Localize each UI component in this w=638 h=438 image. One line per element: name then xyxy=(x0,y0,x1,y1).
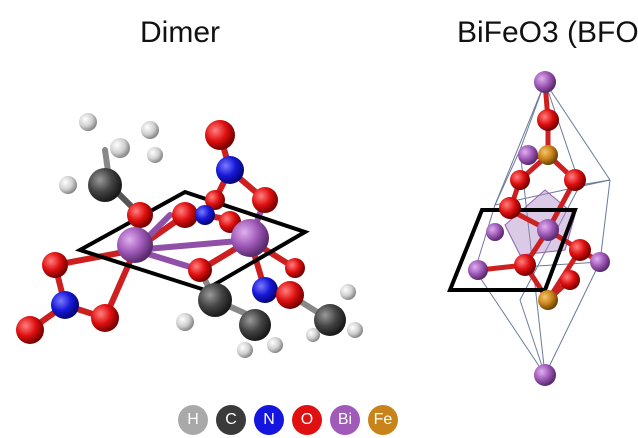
atom-o xyxy=(205,120,235,150)
atom-o xyxy=(252,187,278,213)
bfo-atoms xyxy=(468,71,610,386)
atom-bi xyxy=(486,223,504,241)
atom-bi xyxy=(534,364,556,386)
atom-n xyxy=(216,156,244,184)
atom-o xyxy=(42,252,68,278)
atom-o xyxy=(188,258,212,282)
atom-c xyxy=(314,304,346,336)
atom-h xyxy=(59,176,77,194)
atom-bi xyxy=(534,71,556,93)
atom-h xyxy=(141,121,159,139)
legend-o: O xyxy=(292,405,322,435)
atom-n xyxy=(252,277,278,303)
dimer-title: Dimer xyxy=(140,16,220,49)
atom-o xyxy=(510,170,530,190)
atom-o xyxy=(499,197,521,219)
atom-o xyxy=(514,254,536,276)
atom-o xyxy=(569,239,591,261)
atom-bi xyxy=(468,260,488,280)
atom-bi xyxy=(537,219,559,241)
atom-fe xyxy=(538,290,558,310)
atom-h xyxy=(267,337,283,353)
bfo-rhombus xyxy=(447,208,578,292)
atom-fe xyxy=(538,145,558,165)
atom-n xyxy=(195,205,215,225)
legend-c: C xyxy=(216,405,246,435)
atom-n xyxy=(51,291,79,319)
atom-c xyxy=(198,283,232,317)
atom-bi xyxy=(590,252,610,272)
atom-h xyxy=(147,147,163,163)
atom-o xyxy=(91,304,119,332)
dimer-atoms xyxy=(16,113,363,358)
legend-fe: Fe xyxy=(368,405,398,435)
atom-h xyxy=(110,138,130,158)
atom-o xyxy=(276,281,304,309)
atom-o xyxy=(560,270,580,290)
legend-n: N xyxy=(254,405,284,435)
atom-h xyxy=(237,342,253,358)
atom-bi xyxy=(117,227,153,263)
atom-o xyxy=(205,190,225,210)
atom-o xyxy=(16,316,44,344)
legend-bi: Bi xyxy=(330,405,360,435)
atom-h xyxy=(340,284,356,300)
atom-bi xyxy=(231,219,269,257)
atom-h xyxy=(306,328,320,342)
atom-o xyxy=(564,169,586,191)
legend-h: H xyxy=(178,405,208,435)
atom-o xyxy=(172,202,198,228)
atom-h xyxy=(347,322,363,338)
atom-o xyxy=(285,258,305,278)
element-legend: H C N O Bi Fe xyxy=(178,405,398,435)
atom-bi xyxy=(518,145,538,165)
bfo-title: BiFeO3 (BFO) xyxy=(457,16,638,49)
atom-o xyxy=(537,109,559,131)
atom-h xyxy=(79,113,97,131)
atom-o xyxy=(127,202,153,228)
atom-h xyxy=(176,313,194,331)
atom-c xyxy=(239,309,271,341)
atom-c xyxy=(88,168,122,202)
